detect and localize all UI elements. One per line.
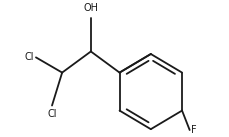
Text: Cl: Cl: [47, 109, 57, 119]
Text: F: F: [191, 125, 197, 135]
Text: Cl: Cl: [25, 52, 34, 62]
Text: OH: OH: [83, 3, 98, 13]
